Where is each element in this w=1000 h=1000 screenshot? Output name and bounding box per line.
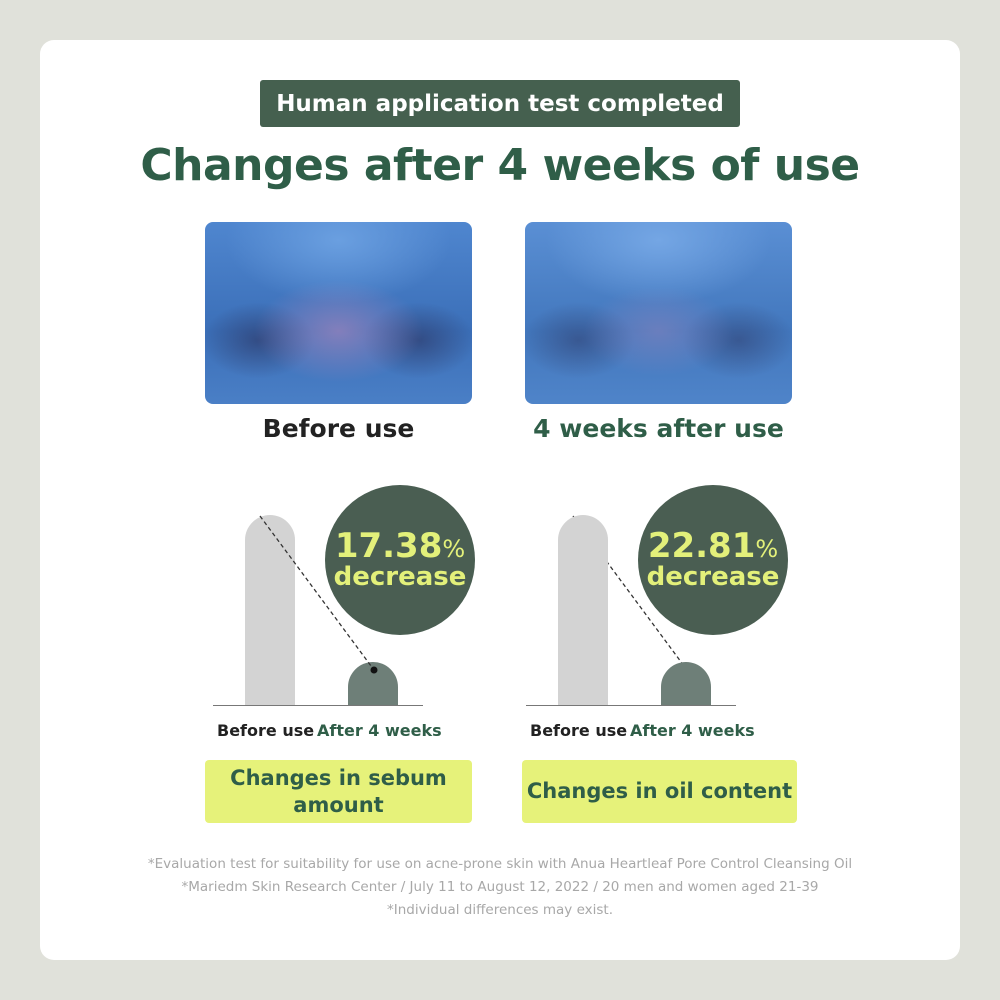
after-caption: 4 weeks after use xyxy=(533,414,784,443)
bar-before xyxy=(245,515,295,705)
footnote: *Evaluation test for suitability for use… xyxy=(147,856,853,872)
page-title: Changes after 4 weeks of use xyxy=(140,140,860,191)
metric-label: Changes in sebum amount xyxy=(205,760,472,823)
metric-text: Changes in oil content xyxy=(526,779,793,804)
bar-after xyxy=(661,662,711,705)
after-photo xyxy=(525,222,792,404)
decrease-circle: 17.38% decrease xyxy=(325,485,475,635)
percent-sign: % xyxy=(755,534,779,563)
card xyxy=(40,40,960,960)
percent-sign: % xyxy=(442,534,466,563)
trend-line xyxy=(259,515,375,671)
trend-point xyxy=(370,666,378,674)
decrease-circle: 22.81% decrease xyxy=(638,485,788,635)
footnote: *Individual differences may exist. xyxy=(386,902,613,918)
percent-value: 22.81 xyxy=(647,525,756,566)
bar-label-after: After 4 weeks xyxy=(630,721,755,740)
before-caption: Before use xyxy=(262,414,415,443)
percent-value: 17.38 xyxy=(334,525,443,566)
metric-text: Changes in sebum amount xyxy=(230,766,447,817)
test-badge: Human application test completed xyxy=(260,80,740,127)
footnote: *Mariedm Skin Research Center / July 11 … xyxy=(181,879,819,895)
change-label: decrease xyxy=(333,562,467,593)
bar-label-before: Before use xyxy=(530,721,628,740)
chart-baseline xyxy=(213,705,423,706)
bar-label-after: After 4 weeks xyxy=(317,721,442,740)
change-label: decrease xyxy=(646,562,780,593)
bar-label-before: Before use xyxy=(217,721,315,740)
metric-label: Changes in oil content xyxy=(522,760,797,823)
bar-before xyxy=(558,515,608,705)
before-photo xyxy=(205,222,472,404)
chart-baseline xyxy=(526,705,736,706)
